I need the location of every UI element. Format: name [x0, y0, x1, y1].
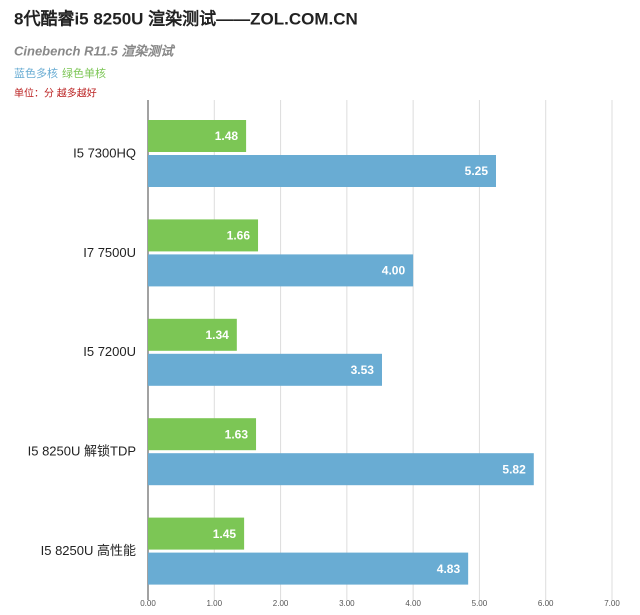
data-label: 1.66 — [227, 229, 251, 243]
x-tick-label: 1.00 — [206, 599, 222, 608]
chart-title: 8代酷睿i5 8250U 渲染测试——ZOL.COM.CN — [14, 8, 358, 28]
bar — [148, 318, 237, 351]
bar — [148, 219, 259, 252]
data-label: 5.82 — [502, 462, 526, 476]
data-label: 1.34 — [205, 328, 229, 342]
note: 单位：分 越多越好 — [14, 87, 97, 100]
bar — [148, 120, 247, 152]
x-tick-label: 7.00 — [604, 599, 620, 608]
y-tick-label: I5 7300HQ — [73, 145, 136, 160]
legend-entry: 绿色单核 — [62, 66, 106, 80]
data-label: 3.53 — [351, 363, 375, 377]
y-tick-label: I5 8250U 解锁TDP — [28, 444, 136, 459]
data-label: 1.45 — [213, 527, 237, 541]
bar — [148, 552, 469, 585]
data-label: 4.83 — [437, 562, 461, 576]
y-tick-label: I5 8250U 高性能 — [41, 543, 136, 558]
bar — [148, 418, 257, 451]
data-label: 1.48 — [215, 129, 239, 143]
x-tick-label: 5.00 — [472, 599, 488, 608]
bar — [148, 517, 245, 550]
x-tick-label: 2.00 — [273, 599, 289, 608]
x-tick-label: 0.00 — [140, 599, 156, 608]
x-tick-label: 4.00 — [405, 599, 421, 608]
data-label: 5.25 — [465, 164, 489, 178]
y-tick-label: I5 7200U — [83, 344, 136, 359]
data-label: 4.00 — [382, 264, 406, 278]
bar — [148, 453, 534, 486]
x-tick-label: 6.00 — [538, 599, 554, 608]
legend-entry: 蓝色多核 — [14, 66, 58, 80]
data-label: 1.63 — [225, 427, 249, 441]
bar — [148, 155, 496, 187]
bar — [148, 254, 414, 287]
chart-subtitle: Cinebench R11.5 渲染测试 — [14, 43, 175, 58]
x-tick-label: 3.00 — [339, 599, 355, 608]
y-tick-label: I7 7500U — [83, 245, 136, 260]
bar — [148, 353, 382, 386]
